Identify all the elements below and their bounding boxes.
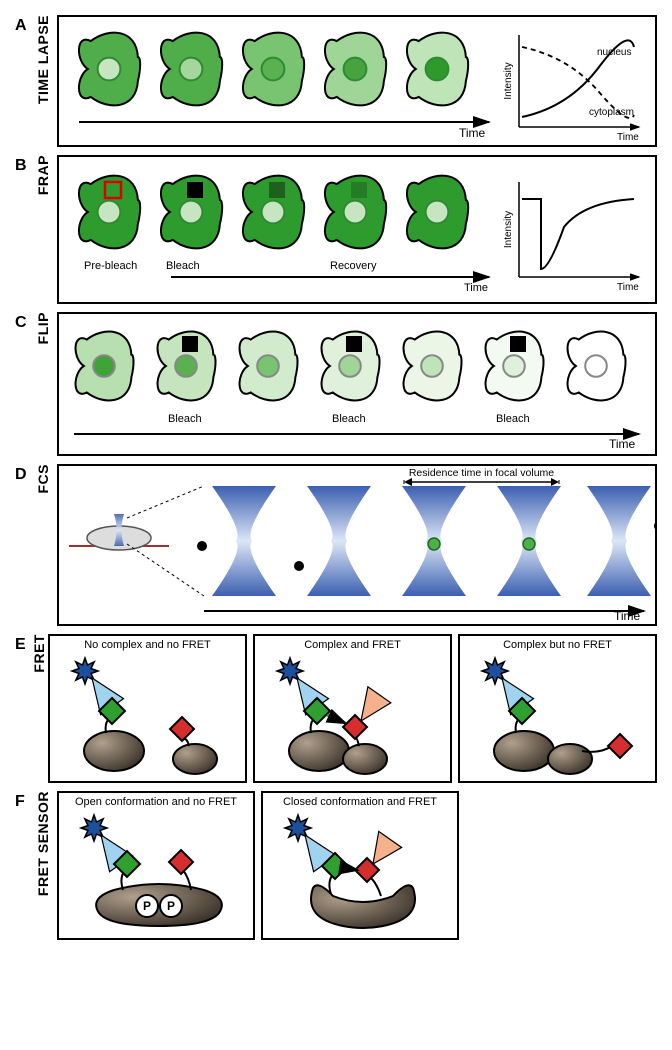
panel-b-svg: Pre-bleach Bleach Recovery Time Time Intensit…: [59, 157, 655, 302]
panel-b-letter: B: [15, 155, 35, 175]
svg-text:Bleach: Bleach: [496, 413, 530, 425]
panel-a-label: TIME LAPSE: [35, 15, 57, 104]
fret-box-1: No complex and no FRET: [48, 634, 247, 783]
panel-f-container: Open conformation and no FRET PP Closed …: [57, 791, 657, 940]
fret-box-2: Complex and FRET: [253, 634, 452, 783]
sensor-svg-2: [263, 808, 458, 938]
panel-d-label: FCS: [35, 464, 57, 494]
panel-a-svg: Time nucleus cytoplasm Time Intensity: [59, 17, 655, 145]
fret-svg-1: [50, 651, 245, 781]
svg-text:Time: Time: [609, 437, 636, 451]
svg-text:Intensity: Intensity: [503, 211, 514, 248]
fret-svg-2: [255, 651, 450, 781]
panel-d-letter: D: [15, 464, 35, 484]
panel-c-letter: C: [15, 312, 35, 332]
sensor-svg-1: PP: [59, 808, 254, 938]
fret-box-2-title: Complex and FRET: [255, 636, 450, 651]
panel-a-box: Time nucleus cytoplasm Time Intensity: [57, 15, 657, 147]
panel-d-box: Residence time in focal volume Time: [57, 464, 657, 626]
svg-text:Residence time in focal volume: Residence time in focal volume: [409, 467, 554, 479]
sensor-box-1: Open conformation and no FRET PP: [57, 791, 255, 940]
fret-box-1-title: No complex and no FRET: [50, 636, 245, 651]
panel-c-label: FLIP: [35, 312, 57, 344]
svg-text:cytoplasm: cytoplasm: [589, 107, 634, 118]
svg-text:Bleach: Bleach: [166, 260, 200, 272]
svg-text:Time: Time: [464, 282, 488, 294]
panel-c-svg: Bleach Bleach Bleach Time: [59, 314, 655, 454]
panel-a-row: A TIME LAPSE Time nucleus cytoplasm Time Int…: [15, 15, 657, 147]
panel-f-letter: F: [15, 791, 35, 811]
svg-text:P: P: [167, 899, 175, 913]
svg-text:Recovery: Recovery: [330, 260, 377, 272]
panel-b-row: B FRAP Pre-bleach Bleach Recovery Time Time I…: [15, 155, 657, 304]
sensor-box-2-title: Closed conformation and FRET: [263, 793, 457, 808]
svg-text:P: P: [143, 899, 151, 913]
svg-text:Time: Time: [614, 609, 641, 623]
panel-a-letter: A: [15, 15, 35, 35]
panel-e-container: No complex and no FRET Complex and FRET …: [48, 634, 657, 783]
fret-box-3: Complex but no FRET: [458, 634, 657, 783]
panel-e-label: FRET: [31, 634, 48, 673]
panel-e-letter: E: [15, 634, 31, 654]
svg-text:Time: Time: [617, 282, 639, 293]
panel-d-row: D FCS Residence time in focal volume Time: [15, 464, 657, 626]
fret-svg-3: [460, 651, 655, 781]
sensor-box-1-title: Open conformation and no FRET: [59, 793, 253, 808]
svg-text:Time: Time: [459, 126, 486, 140]
panel-f-row: F FRET SENSOR Open conformation and no F…: [15, 791, 657, 940]
panel-b-label: FRAP: [35, 155, 57, 195]
svg-text:Intensity: Intensity: [503, 62, 514, 99]
fret-box-3-title: Complex but no FRET: [460, 636, 655, 651]
panel-e-row: E FRET No complex and no FRET Complex an…: [15, 634, 657, 783]
svg-text:nucleus: nucleus: [597, 47, 631, 58]
panel-d-svg: Residence time in focal volume Time: [59, 466, 655, 624]
svg-text:Time: Time: [617, 132, 639, 143]
svg-text:Pre-bleach: Pre-bleach: [84, 260, 137, 272]
panel-f-label: FRET SENSOR: [35, 791, 57, 896]
panel-b-box: Pre-bleach Bleach Recovery Time Time Intensit…: [57, 155, 657, 304]
svg-text:Bleach: Bleach: [168, 413, 202, 425]
sensor-box-2: Closed conformation and FRET: [261, 791, 459, 940]
panel-c-row: C FLIP Bleach Bleach Bleach Time: [15, 312, 657, 456]
svg-text:Bleach: Bleach: [332, 413, 366, 425]
panel-c-box: Bleach Bleach Bleach Time: [57, 312, 657, 456]
